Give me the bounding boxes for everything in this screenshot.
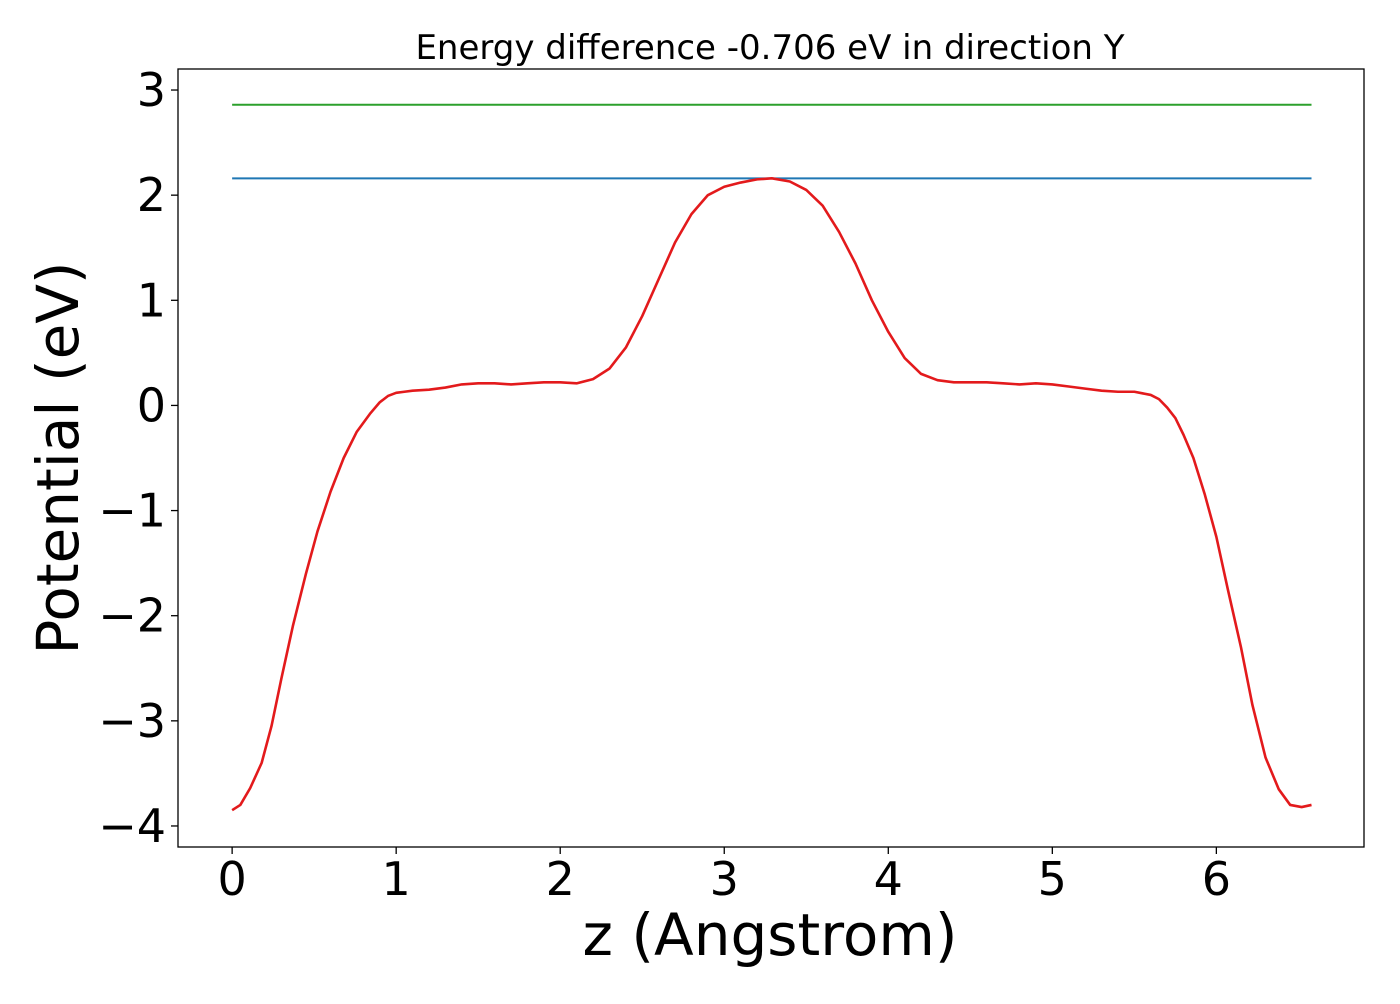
x-axis-label: z (Angstrom) bbox=[583, 901, 958, 969]
x-tick-label: 1 bbox=[382, 852, 411, 906]
x-tick-label: 4 bbox=[874, 852, 903, 906]
x-axis: 0 1 2 3 4 5 6 bbox=[217, 847, 1231, 906]
y-tick-label: −1 bbox=[98, 484, 166, 538]
x-tick-label: 3 bbox=[710, 852, 739, 906]
x-tick-label: 2 bbox=[546, 852, 575, 906]
y-axis: 3 2 1 0 −1 −2 −3 −4 bbox=[98, 63, 178, 853]
x-tick-label: 5 bbox=[1038, 852, 1067, 906]
x-tick-label: 0 bbox=[217, 852, 246, 906]
plot-area bbox=[231, 103, 1312, 812]
axes-frame bbox=[177, 68, 1365, 848]
y-tick-label: −2 bbox=[98, 589, 166, 643]
y-tick-label: 0 bbox=[137, 378, 166, 432]
series-line-2 bbox=[231, 177, 1312, 812]
chart-title: Energy difference -0.706 eV in direction… bbox=[415, 28, 1124, 68]
y-tick-label: 1 bbox=[137, 273, 166, 327]
y-tick-label: 3 bbox=[137, 63, 166, 117]
x-tick-label: 6 bbox=[1202, 852, 1231, 906]
y-tick-label: −4 bbox=[98, 799, 166, 853]
y-axis-label: Potential (eV) bbox=[24, 261, 92, 654]
y-tick-label: 2 bbox=[137, 168, 166, 222]
y-tick-label: −3 bbox=[98, 694, 166, 748]
